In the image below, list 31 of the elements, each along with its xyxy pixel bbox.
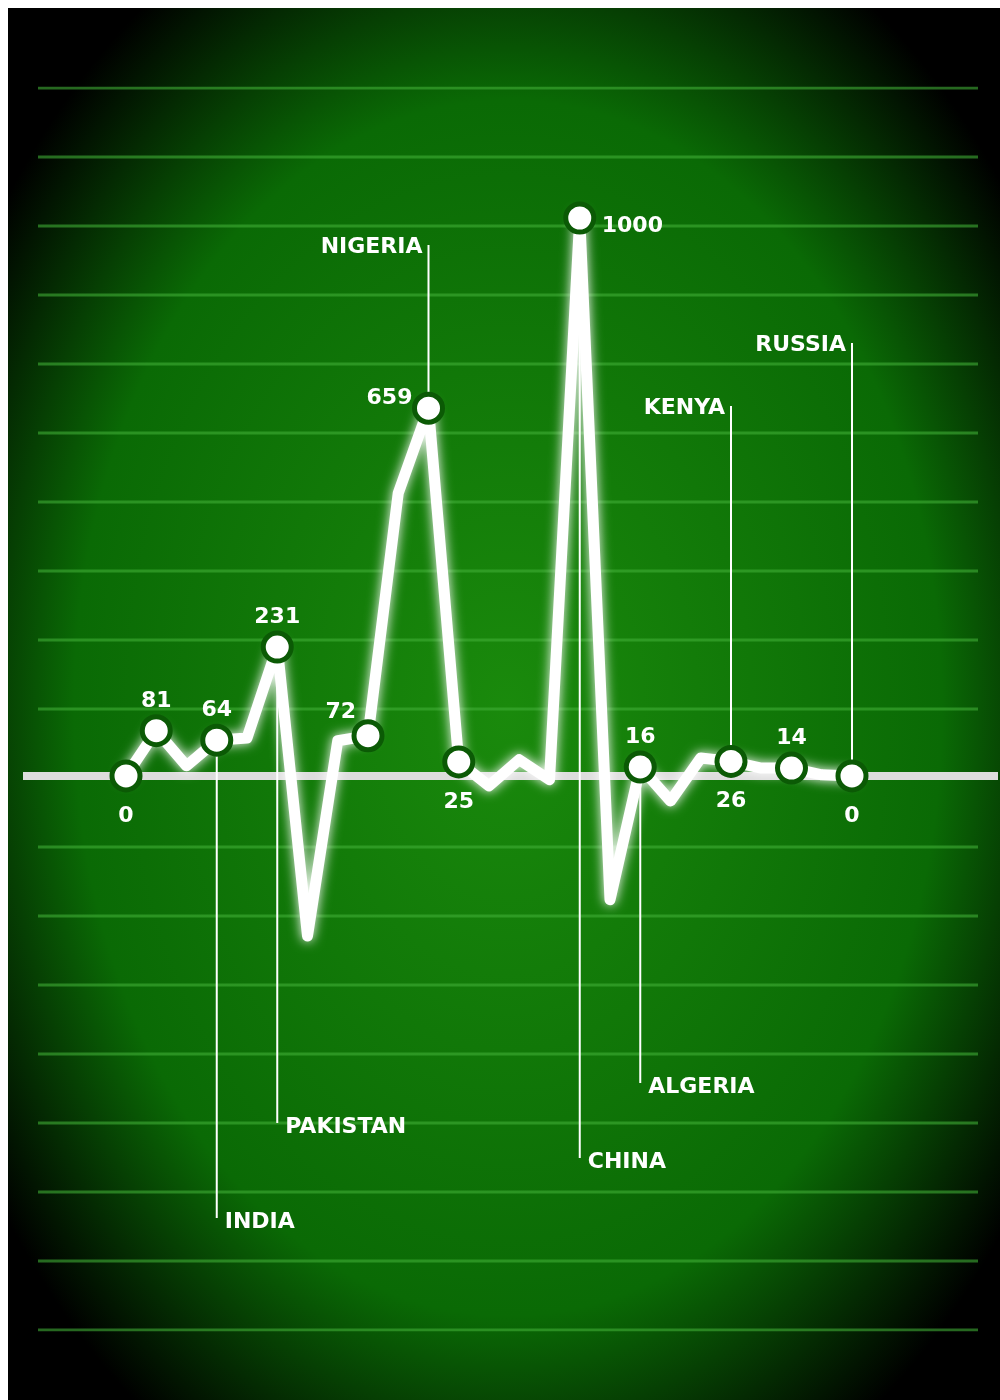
data-label: 26 — [715, 787, 747, 813]
point — [412, 391, 445, 425]
annotation: RUSSIA — [755, 331, 846, 356]
annotation: KENYA — [643, 394, 725, 419]
text: INDIA — [224, 1208, 295, 1233]
data-label: 14 — [776, 724, 807, 750]
point — [200, 723, 234, 757]
data-label: 16 — [624, 722, 656, 748]
data-label: 0 — [844, 801, 860, 827]
data-label: 1000 — [601, 212, 663, 237]
point — [351, 719, 385, 753]
point — [260, 630, 294, 664]
point — [714, 744, 748, 778]
point — [775, 751, 808, 785]
text: ALGERIA — [648, 1073, 755, 1098]
data-label: 0 — [118, 801, 134, 827]
data-label: 81 — [140, 686, 172, 712]
annotation: NIGERIA — [320, 233, 423, 258]
data-label: 659 — [366, 384, 413, 410]
text: CHINA — [587, 1148, 666, 1173]
point — [563, 201, 597, 235]
point — [442, 745, 476, 779]
data-label: 72 — [325, 697, 356, 723]
point — [139, 714, 173, 748]
point — [109, 759, 143, 793]
point — [623, 750, 657, 784]
data-label: 64 — [201, 696, 233, 722]
data-label: 25 — [443, 787, 475, 813]
point — [835, 759, 869, 793]
data-label: 231 — [254, 603, 301, 629]
text: PAKISTAN — [285, 1113, 407, 1138]
